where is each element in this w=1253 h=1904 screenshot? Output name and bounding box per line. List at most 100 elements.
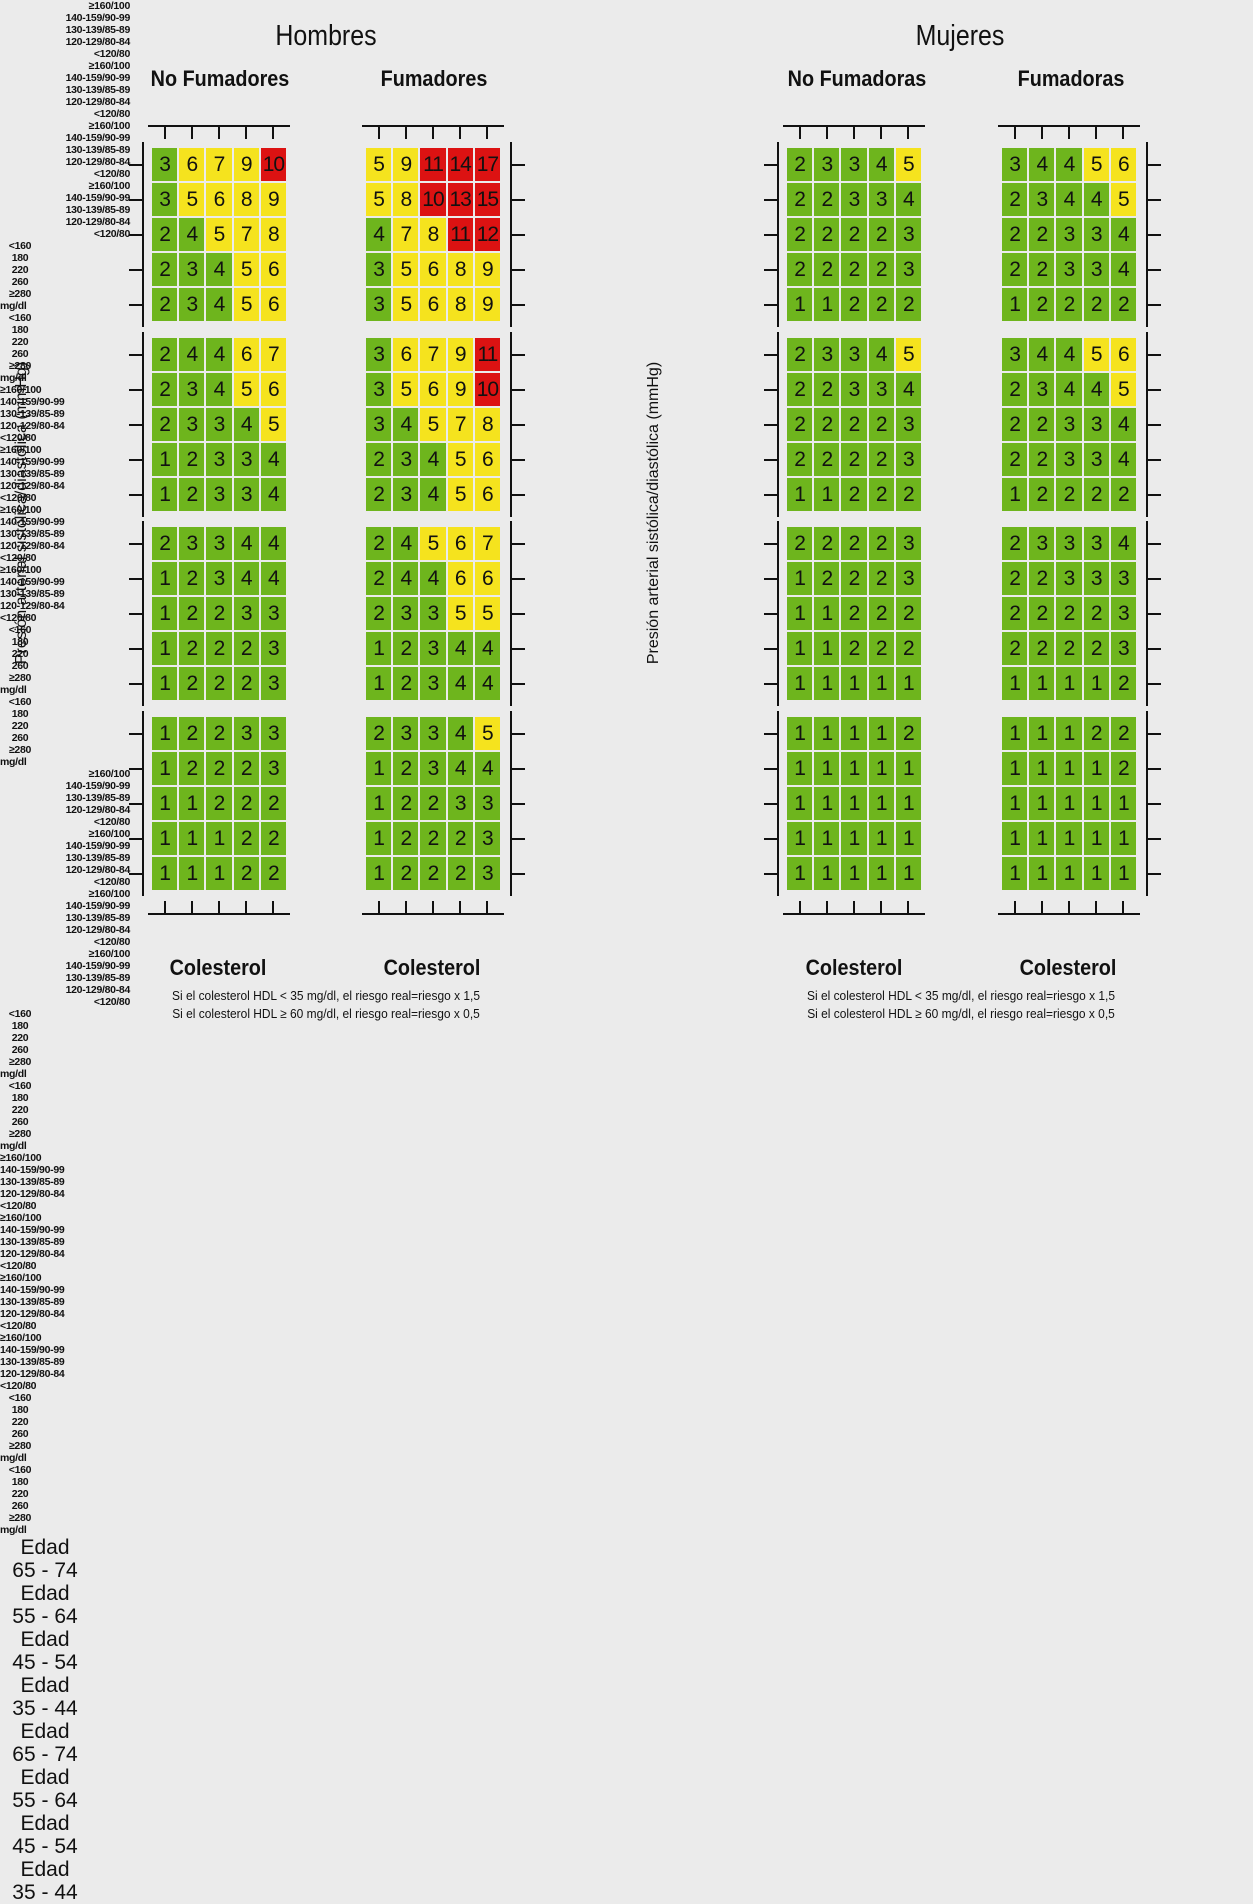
risk-cell: 1 bbox=[894, 786, 922, 821]
age-label-edad: Edad bbox=[20, 1766, 70, 1789]
risk-cell: 3 bbox=[446, 786, 474, 821]
bp-tick bbox=[764, 612, 777, 615]
bp-tick bbox=[512, 802, 525, 805]
bp-label: 130-139/85-89 bbox=[65, 204, 131, 216]
bp-tick bbox=[512, 458, 525, 461]
age-label-range: 55 - 64 bbox=[12, 1605, 78, 1628]
risk-cell: 2 bbox=[232, 666, 260, 701]
chol-tick bbox=[245, 127, 248, 139]
chol-tick-label: 220 bbox=[11, 1032, 29, 1044]
risk-cell: 4 bbox=[894, 372, 922, 407]
risk-cell: 2 bbox=[1001, 561, 1029, 596]
bp-label: 130-139/85-89 bbox=[65, 792, 131, 804]
risk-cell: 5 bbox=[1109, 182, 1137, 217]
bp-label: <120/80 bbox=[93, 48, 130, 60]
risk-cell: 1 bbox=[1055, 821, 1083, 856]
risk-cell: 1 bbox=[1001, 666, 1029, 701]
risk-cell: 3 bbox=[205, 561, 233, 596]
risk-cell: 1 bbox=[1028, 751, 1056, 786]
risk-cell: 1 bbox=[1082, 786, 1110, 821]
bp-label: <120/80 bbox=[93, 108, 130, 120]
bp-tick bbox=[1148, 577, 1161, 580]
ylabel-mujeres: Presión arterial sistólica/diastólica (m… bbox=[645, 361, 662, 665]
chol-tick-label: ≥280 bbox=[8, 1512, 32, 1524]
bp-tick bbox=[1148, 353, 1161, 356]
risk-cell: 6 bbox=[446, 526, 474, 561]
bp-label: <120/80 bbox=[93, 228, 130, 240]
chol-tick-label: 260 bbox=[11, 348, 29, 360]
bp-tick bbox=[1148, 682, 1161, 685]
chol-tick-label: <160 bbox=[8, 312, 32, 324]
risk-cell: 3 bbox=[894, 407, 922, 442]
bp-label: 120-129/80-84 bbox=[0, 480, 65, 492]
risk-cell: 2 bbox=[1001, 372, 1029, 407]
bp-label: <120/80 bbox=[93, 876, 130, 888]
colesterol-label-1: Colesterol bbox=[169, 955, 267, 980]
risk-cell: 1 bbox=[786, 287, 814, 322]
chol-tick bbox=[190, 127, 193, 139]
risk-cell: 7 bbox=[473, 526, 501, 561]
risk-cell: 1 bbox=[151, 561, 179, 596]
risk-cell: 4 bbox=[446, 751, 474, 786]
risk-cell: 5 bbox=[259, 407, 287, 442]
bp-axis-line bbox=[142, 142, 144, 327]
bp-tick bbox=[129, 198, 142, 201]
chol-tick-label: 220 bbox=[11, 1416, 29, 1428]
risk-cell: 4 bbox=[205, 287, 233, 322]
bp-label: 130-139/85-89 bbox=[0, 528, 65, 540]
risk-cell: 2 bbox=[786, 337, 814, 372]
risk-cell: 3 bbox=[1082, 526, 1110, 561]
risk-cell: 1 bbox=[1001, 856, 1029, 891]
risk-cell: 4 bbox=[1028, 337, 1056, 372]
chol-tick bbox=[1013, 901, 1016, 913]
risk-cell: 1 bbox=[1055, 856, 1083, 891]
risk-cell: 3 bbox=[365, 407, 393, 442]
bp-tick bbox=[512, 872, 525, 875]
risk-cell: 5 bbox=[446, 442, 474, 477]
risk-cell: 3 bbox=[392, 477, 420, 512]
chol-tick bbox=[825, 127, 828, 139]
risk-cell: 2 bbox=[1001, 252, 1029, 287]
chol-axis-line bbox=[783, 125, 925, 127]
risk-cell: 1 bbox=[151, 856, 179, 891]
chol-tick-label: ≥280 bbox=[8, 672, 32, 684]
risk-cell: 3 bbox=[232, 596, 260, 631]
chol-tick-label: ≥280 bbox=[8, 1440, 32, 1452]
risk-cell: 10 bbox=[259, 147, 287, 182]
chol-tick bbox=[1040, 127, 1043, 139]
bp-tick bbox=[129, 388, 142, 391]
risk-cell: 1 bbox=[365, 821, 393, 856]
risk-cell: 8 bbox=[419, 217, 447, 252]
chol-tick-label: <160 bbox=[8, 1080, 32, 1092]
risk-cell: 1 bbox=[786, 751, 814, 786]
risk-cell: 4 bbox=[473, 631, 501, 666]
risk-cell: 2 bbox=[1001, 407, 1029, 442]
chol-tick-label: ≥280 bbox=[8, 744, 32, 756]
bp-label: 120-129/80-84 bbox=[65, 216, 131, 228]
bp-label: 140-159/90-99 bbox=[65, 960, 131, 972]
risk-cell: 2 bbox=[813, 407, 841, 442]
risk-cell: 1 bbox=[840, 751, 868, 786]
hdl-note-low-hombres: Si el colesterol HDL < 35 mg/dl, el ries… bbox=[171, 988, 480, 1003]
risk-cell: 2 bbox=[178, 596, 206, 631]
risk-cell: 3 bbox=[894, 252, 922, 287]
risk-cell: 2 bbox=[419, 786, 447, 821]
colesterol-label-3: Colesterol bbox=[805, 955, 903, 980]
risk-cell: 1 bbox=[1082, 751, 1110, 786]
risk-cell: 3 bbox=[1109, 561, 1137, 596]
risk-cell: 1 bbox=[1001, 477, 1029, 512]
chol-tick-label: 180 bbox=[11, 708, 29, 720]
bp-tick bbox=[512, 767, 525, 770]
bp-label: ≥160/100 bbox=[0, 1152, 42, 1164]
risk-cell: 3 bbox=[205, 442, 233, 477]
risk-cell: 1 bbox=[1109, 821, 1137, 856]
risk-cell: 3 bbox=[178, 372, 206, 407]
bp-tick bbox=[129, 233, 142, 236]
bp-axis-line bbox=[142, 521, 144, 706]
risk-cell: 1 bbox=[867, 821, 895, 856]
risk-cell: 2 bbox=[786, 182, 814, 217]
bp-tick bbox=[512, 682, 525, 685]
age-label-range: 65 - 74 bbox=[12, 1743, 78, 1766]
bp-axis-line bbox=[1146, 711, 1148, 896]
risk-cell: 1 bbox=[151, 786, 179, 821]
